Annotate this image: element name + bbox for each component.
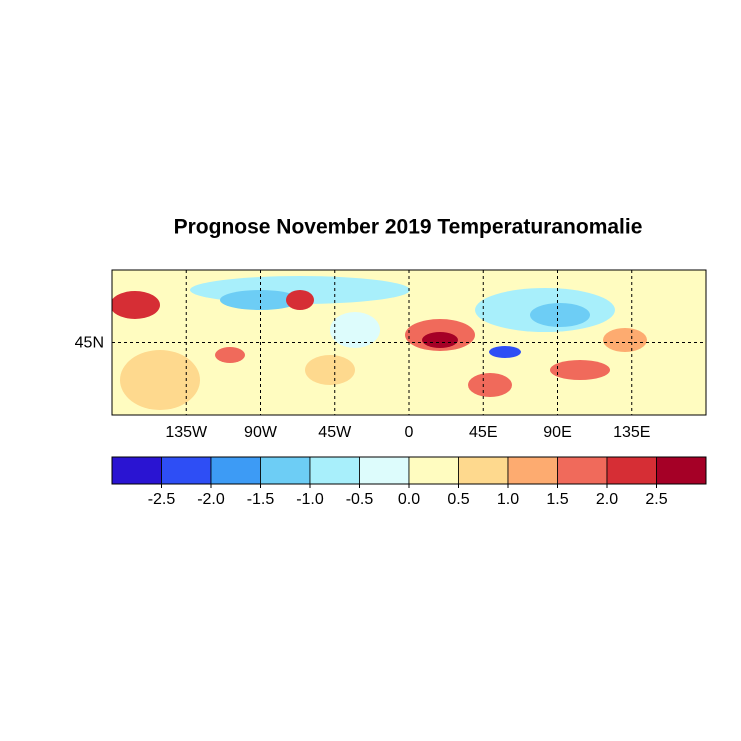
field-patch bbox=[215, 347, 245, 363]
colorbar-tick-label: 1.5 bbox=[546, 491, 568, 508]
colorbar-box bbox=[408, 456, 459, 485]
colorbar-box bbox=[458, 456, 509, 485]
field-patch bbox=[120, 350, 200, 410]
x-tick-label: 0 bbox=[405, 424, 414, 441]
field-patch bbox=[603, 328, 647, 352]
field-patch bbox=[550, 360, 610, 380]
colorbar-tick-label: -1.5 bbox=[247, 491, 275, 508]
field-patch bbox=[286, 290, 314, 310]
colorbar-box bbox=[161, 456, 212, 485]
colorbar-box bbox=[111, 456, 162, 485]
colorbar-tick-label: 2.0 bbox=[596, 491, 618, 508]
field-patch bbox=[112, 291, 160, 319]
y-tick-label: 45N bbox=[75, 335, 104, 352]
field-patch bbox=[489, 346, 521, 358]
colorbar-box bbox=[309, 456, 360, 485]
map-frame bbox=[111, 269, 707, 416]
map-title: Prognose November 2019 Temperaturanomali… bbox=[174, 216, 643, 239]
colorbar-tick-label: -2.5 bbox=[148, 491, 176, 508]
colorbar-tick-label: 0.0 bbox=[398, 491, 420, 508]
colorbar-box bbox=[359, 456, 410, 485]
colorbar-tick-label: -1.0 bbox=[296, 491, 324, 508]
x-tick-label: 90W bbox=[244, 424, 278, 441]
colorbar-tick-label: -2.0 bbox=[197, 491, 225, 508]
x-tick-label: 90E bbox=[543, 424, 571, 441]
colorbar-tick-label: -0.5 bbox=[346, 491, 374, 508]
field-patch bbox=[468, 373, 512, 397]
x-tick-label: 45W bbox=[318, 424, 352, 441]
colorbar-box bbox=[606, 456, 657, 485]
colorbar-box bbox=[656, 456, 707, 485]
x-tick-label: 45E bbox=[469, 424, 497, 441]
x-tick-label: 135W bbox=[165, 424, 208, 441]
field-patch bbox=[422, 332, 458, 348]
colorbar-tick-label: 0.5 bbox=[447, 491, 469, 508]
field-patch bbox=[530, 303, 590, 327]
field-patch bbox=[330, 312, 380, 348]
colorbar-tick-label: 2.5 bbox=[645, 491, 667, 508]
colorbar-box bbox=[260, 456, 311, 485]
colorbar-box bbox=[507, 456, 558, 485]
field-patch bbox=[305, 355, 355, 385]
x-tick-label: 135E bbox=[613, 424, 650, 441]
colorbar-tick-label: 1.0 bbox=[497, 491, 519, 508]
colorbar-box bbox=[557, 456, 608, 485]
colorbar-box bbox=[210, 456, 261, 485]
